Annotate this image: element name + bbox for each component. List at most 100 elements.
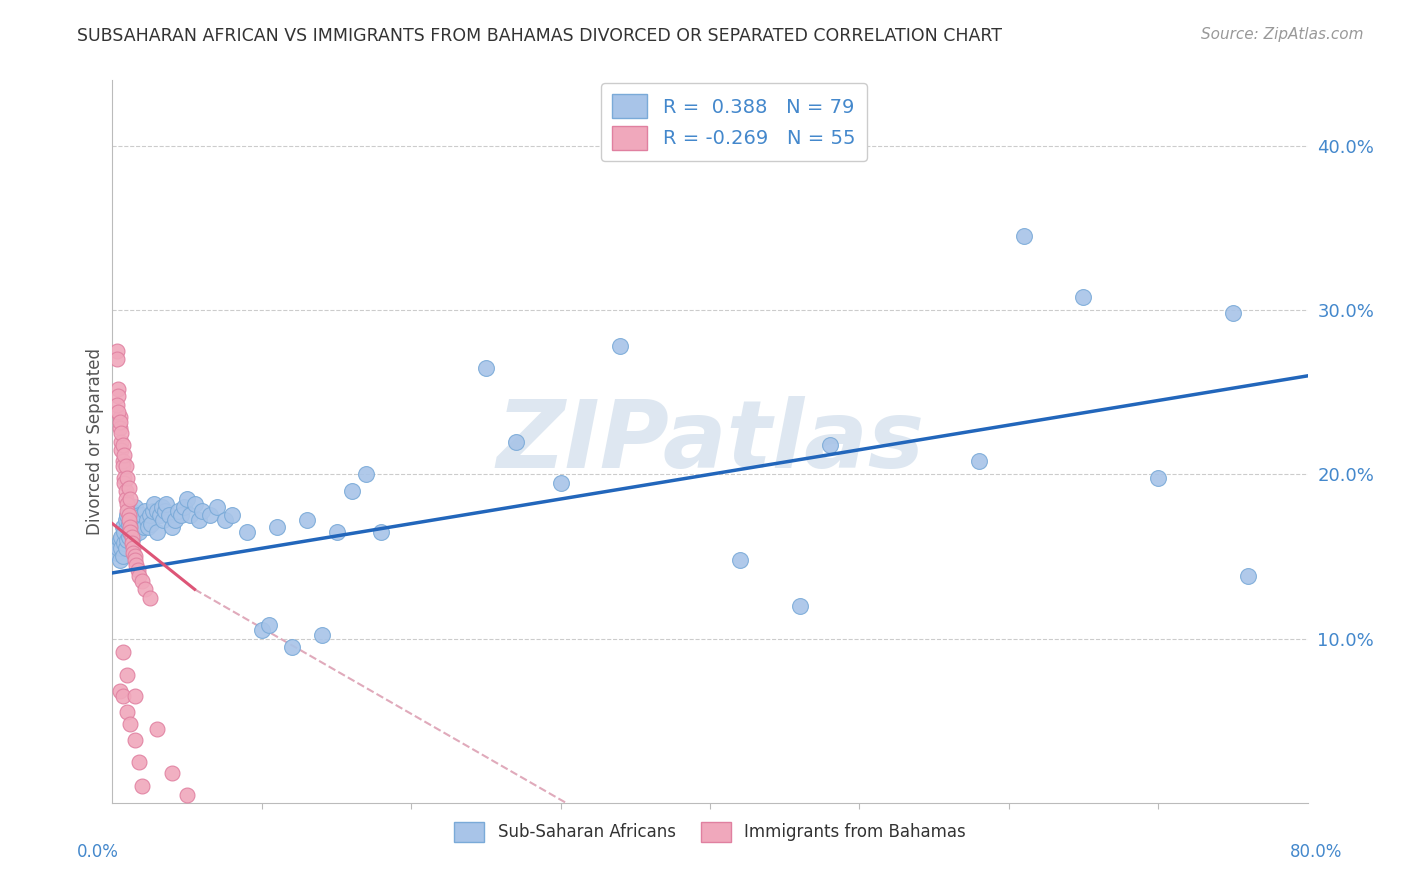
Point <box>505 434 527 449</box>
Point <box>120 524 142 539</box>
Point <box>115 491 138 506</box>
Point <box>114 536 135 550</box>
Point <box>191 503 214 517</box>
Text: SUBSAHARAN AFRICAN VS IMMIGRANTS FROM BAHAMAS DIVORCED OR SEPARATED CORRELATION : SUBSAHARAN AFRICAN VS IMMIGRANTS FROM BA… <box>77 27 1002 45</box>
Point <box>111 438 134 452</box>
Point <box>1147 470 1170 484</box>
Point <box>115 513 138 527</box>
Point <box>131 574 153 588</box>
Point <box>117 667 139 681</box>
Point <box>105 546 128 560</box>
Text: 80.0%: 80.0% <box>1291 843 1343 861</box>
Point <box>114 448 135 462</box>
Point <box>117 470 139 484</box>
Point <box>550 475 572 490</box>
Point <box>146 524 169 539</box>
Point <box>117 508 139 523</box>
Point <box>105 398 128 412</box>
Point <box>127 513 149 527</box>
Point <box>124 524 146 539</box>
Point <box>176 491 198 506</box>
Point <box>143 497 166 511</box>
Point <box>114 524 135 539</box>
Point <box>118 481 141 495</box>
Point <box>122 530 145 544</box>
Point <box>120 717 142 731</box>
Point <box>120 513 142 527</box>
Point <box>198 508 221 523</box>
Point <box>117 497 139 511</box>
Point <box>129 516 152 531</box>
Point <box>266 520 288 534</box>
Point <box>117 533 139 547</box>
Point <box>117 706 139 720</box>
Point <box>1012 229 1035 244</box>
Point <box>124 733 146 747</box>
Point <box>118 513 141 527</box>
Point <box>183 497 205 511</box>
Point <box>205 500 228 515</box>
Point <box>281 640 304 654</box>
Point <box>110 541 132 556</box>
Point <box>134 582 156 597</box>
Point <box>128 755 150 769</box>
Point <box>118 508 141 523</box>
Point <box>142 503 165 517</box>
Point <box>325 524 347 539</box>
Point <box>150 500 173 515</box>
Point <box>356 467 378 482</box>
Point <box>124 553 146 567</box>
Point <box>162 766 183 780</box>
Point <box>115 541 138 556</box>
Point <box>609 339 631 353</box>
Point <box>110 434 132 449</box>
Point <box>125 558 148 572</box>
Point <box>111 645 134 659</box>
Point <box>141 516 163 531</box>
Point <box>108 409 131 424</box>
Point <box>236 524 259 539</box>
Point <box>121 503 143 517</box>
Point <box>108 533 131 547</box>
Point <box>111 689 134 703</box>
Point <box>128 508 150 523</box>
Text: 0.0%: 0.0% <box>77 843 120 861</box>
Point <box>170 508 193 523</box>
Point <box>124 549 146 564</box>
Point <box>110 426 132 441</box>
Point <box>108 684 131 698</box>
Point <box>340 483 363 498</box>
Point <box>122 546 145 560</box>
Point <box>131 780 153 794</box>
Point <box>132 520 155 534</box>
Point <box>167 503 190 517</box>
Point <box>107 405 129 419</box>
Point <box>155 497 177 511</box>
Point <box>146 503 169 517</box>
Point <box>370 524 392 539</box>
Point <box>111 459 134 474</box>
Point <box>162 520 183 534</box>
Point <box>789 599 811 613</box>
Point <box>115 483 138 498</box>
Point <box>138 520 160 534</box>
Point <box>111 549 134 564</box>
Text: ZIPatlas: ZIPatlas <box>496 395 924 488</box>
Point <box>108 553 131 567</box>
Point <box>127 563 149 577</box>
Point <box>131 508 153 523</box>
Point <box>179 508 201 523</box>
Point <box>107 388 129 402</box>
Point <box>124 500 146 515</box>
Point <box>1357 274 1379 288</box>
Point <box>122 541 145 556</box>
Point <box>122 508 145 523</box>
Point <box>108 415 131 429</box>
Point <box>108 421 131 435</box>
Point <box>139 591 162 605</box>
Point <box>124 689 146 703</box>
Point <box>1222 306 1244 320</box>
Point <box>157 508 180 523</box>
Point <box>107 541 129 556</box>
Point <box>118 530 141 544</box>
